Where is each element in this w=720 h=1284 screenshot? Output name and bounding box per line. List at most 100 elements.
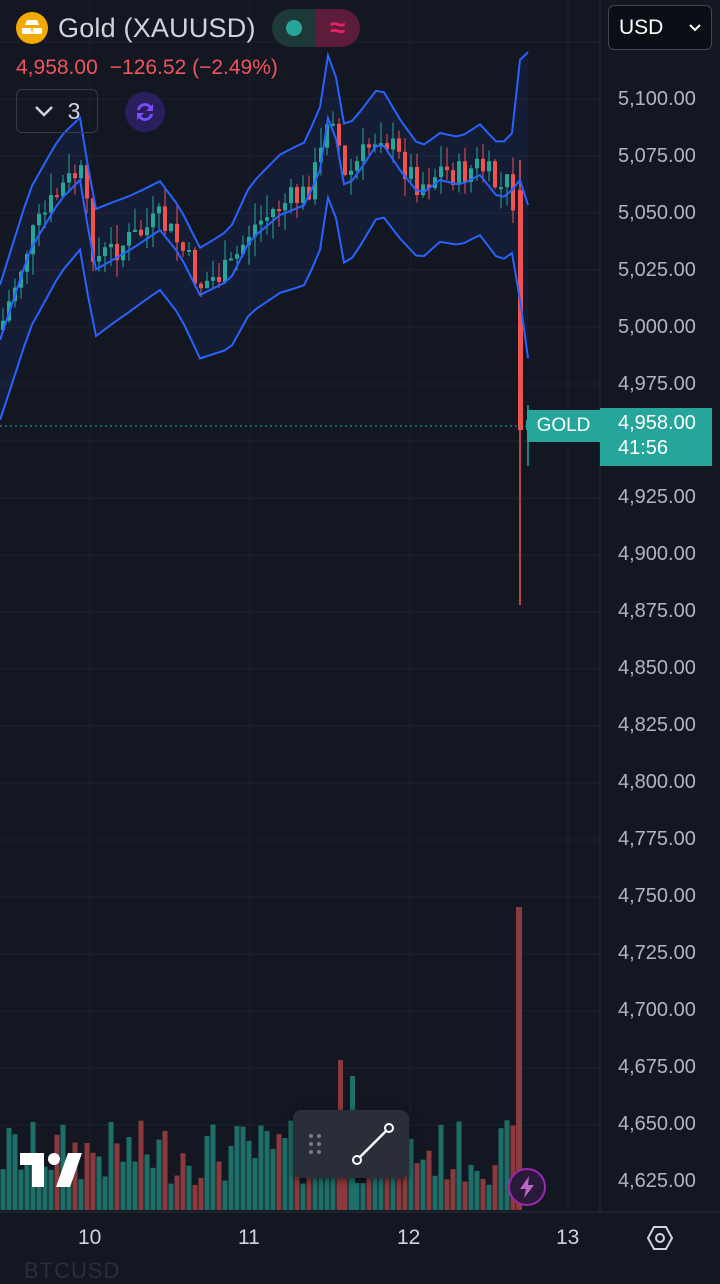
price-label: 5,075.00 (618, 145, 696, 167)
settings-icon[interactable] (646, 1224, 674, 1257)
price-label: 4,625.00 (618, 1170, 696, 1192)
candle-body (415, 167, 419, 196)
price-label: 4,800.00 (618, 771, 696, 793)
candle-body (439, 166, 443, 178)
volume-bar (366, 1169, 372, 1210)
trend-line-icon[interactable] (337, 1110, 409, 1178)
candle-body (289, 187, 293, 204)
candle-body (211, 277, 215, 281)
chevron-down-icon (34, 106, 53, 117)
candle-body (319, 147, 323, 163)
volume-bar (516, 907, 522, 1210)
bollinger-band-fill (0, 52, 528, 420)
volume-bar (294, 1174, 300, 1210)
volume-bar (204, 1135, 210, 1210)
candle-body (247, 236, 251, 245)
price-label: 4,875.00 (618, 600, 696, 622)
candle-body (511, 174, 515, 211)
price-label: 5,000.00 (618, 316, 696, 338)
volume-bar (120, 1161, 126, 1210)
candle-body (349, 170, 353, 175)
indicator-count: 3 (67, 97, 81, 124)
volume-bar (192, 1184, 198, 1210)
market-status-pill[interactable]: ≈ (271, 9, 360, 47)
candle-body (331, 123, 335, 126)
candle-body (37, 213, 41, 226)
candle-body (301, 186, 305, 203)
volume-bar (360, 1183, 366, 1210)
time-label: 13 (556, 1226, 580, 1249)
sync-icon[interactable] (125, 92, 165, 132)
volume-bar (54, 1134, 60, 1210)
volume-bar (300, 1183, 306, 1210)
candle-body (85, 165, 89, 199)
candle-body (49, 195, 53, 213)
price-label: 5,050.00 (618, 202, 696, 224)
volume-bar (78, 1179, 84, 1210)
chevron-down-icon (689, 23, 701, 31)
volume-bar (396, 1174, 402, 1210)
volume-bar (96, 1156, 102, 1210)
candle-body (463, 161, 467, 182)
chart-grid (0, 0, 600, 1212)
candle-body (55, 195, 59, 198)
volume-bar (444, 1179, 450, 1210)
gold-logo-icon (16, 12, 48, 44)
price-label: 4,725.00 (618, 942, 696, 964)
candle-body (133, 229, 137, 233)
volume-bar (18, 1169, 24, 1210)
volume-bar (216, 1161, 222, 1210)
volume-bar (72, 1142, 78, 1210)
symbol-price-tag: GOLD (527, 410, 600, 442)
bollinger-upper (0, 51, 529, 286)
bar-countdown: 41:56 (618, 437, 669, 459)
volume-bar (510, 1125, 516, 1210)
candle-body (43, 212, 47, 215)
price-label: 4,850.00 (618, 657, 696, 679)
volume-bar (84, 1142, 90, 1210)
price-label: 4,975.00 (618, 373, 696, 395)
candle-body (343, 145, 347, 175)
drawing-toolbar[interactable] (293, 1110, 409, 1178)
lightning-icon[interactable] (508, 1168, 546, 1206)
volume-bar (468, 1164, 474, 1210)
indicators-toggle-button[interactable]: 3 (16, 89, 98, 133)
candle-body (205, 280, 209, 289)
volume-bar (144, 1154, 150, 1210)
volume-bar (330, 1174, 336, 1210)
candle-body (475, 158, 479, 169)
volume-bar (108, 1122, 114, 1210)
volume-bar (456, 1121, 462, 1210)
candle-body (457, 161, 461, 185)
volume-bar (240, 1126, 246, 1210)
volume-bar (102, 1176, 108, 1210)
delayed-data-icon: ≈ (315, 9, 360, 47)
currency-select[interactable]: USD (608, 5, 712, 50)
candle-body (469, 168, 473, 182)
drag-handle-icon[interactable] (293, 1110, 337, 1178)
bollinger-lower (0, 193, 529, 421)
volume-bar (24, 1153, 30, 1210)
volume-bar (384, 1171, 390, 1210)
volume-bar (354, 1182, 360, 1210)
volume-bar (426, 1150, 432, 1210)
volume-bar (492, 1165, 498, 1210)
symbol-header[interactable]: Gold (XAUUSD) ≈ (16, 8, 360, 48)
time-label: 10 (78, 1226, 102, 1249)
candle-body (229, 258, 233, 261)
candle-body (241, 244, 245, 255)
symbol-title[interactable]: Gold (XAUUSD) (58, 12, 256, 43)
bottom-symbol-text: BTCUSD (24, 1258, 121, 1283)
candle-body (97, 255, 101, 262)
volume-bar (462, 1181, 468, 1210)
volume-bar (288, 1120, 294, 1210)
volume-bar (66, 1169, 72, 1210)
candle-body (1, 320, 5, 330)
candle-body (103, 247, 107, 256)
price-label: 5,025.00 (618, 259, 696, 281)
volume-bar (270, 1148, 276, 1210)
candle-body (61, 182, 65, 197)
candle-body (481, 158, 485, 172)
candle-body (265, 217, 269, 221)
